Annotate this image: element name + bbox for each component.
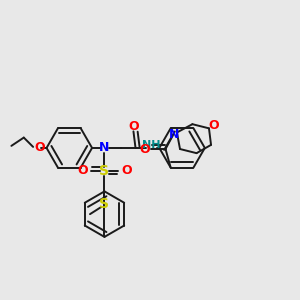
Text: O: O xyxy=(140,142,150,155)
Text: N: N xyxy=(169,128,179,141)
Text: O: O xyxy=(209,119,220,132)
Text: S: S xyxy=(100,197,110,211)
Text: O: O xyxy=(128,120,139,133)
Text: S: S xyxy=(100,164,110,178)
Text: O: O xyxy=(121,164,131,177)
Text: O: O xyxy=(77,164,88,177)
Text: O: O xyxy=(34,141,45,154)
Text: N: N xyxy=(99,141,110,154)
Text: NH: NH xyxy=(142,140,160,150)
